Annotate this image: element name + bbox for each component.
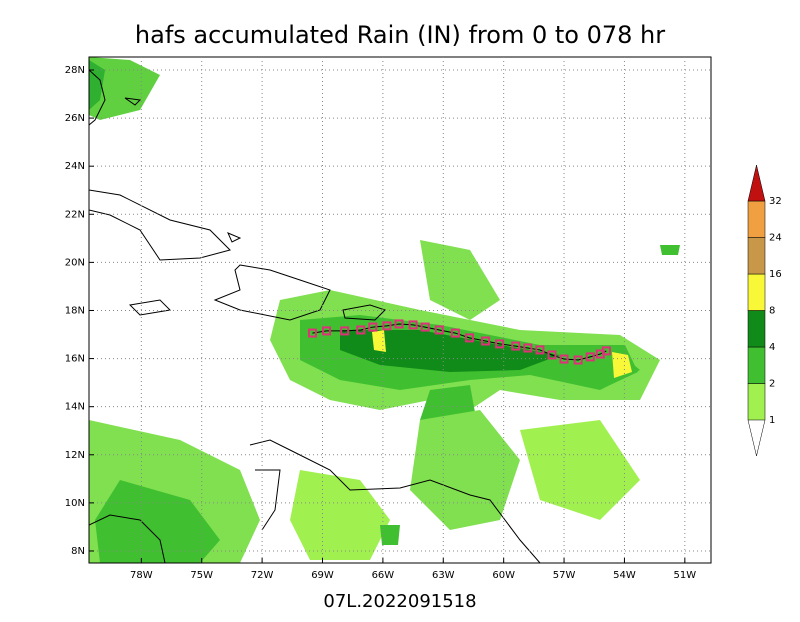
x-tick-label: 69W	[311, 570, 334, 581]
colorbar-label: 24	[769, 233, 782, 244]
y-tick-label: 22N	[65, 209, 85, 220]
track-point	[340, 326, 350, 336]
track-point	[434, 325, 444, 335]
colorbar-label: 1	[769, 415, 775, 426]
colorbar-label: 16	[769, 269, 782, 280]
x-tick-label: 51W	[674, 570, 697, 581]
coastlines	[89, 69, 541, 563]
x-tick-label: 78W	[130, 570, 153, 581]
y-tick-label: 28N	[65, 65, 85, 76]
x-tick-label: 75W	[190, 570, 213, 581]
track-point	[511, 341, 521, 351]
track-point	[382, 321, 392, 331]
track-point	[573, 355, 583, 365]
colorbar-box	[747, 383, 766, 421]
y-tick-label: 12N	[65, 450, 85, 461]
track-point	[394, 319, 404, 329]
y-tick-label: 18N	[65, 305, 85, 316]
track-point	[356, 325, 366, 335]
y-tick-label: 8N	[71, 546, 85, 557]
x-tick-label: 63W	[432, 570, 455, 581]
y-tick-label: 20N	[65, 257, 85, 268]
colorbar-label: 4	[769, 342, 775, 353]
colorbar-label: 32	[769, 196, 782, 207]
x-tick-label: 54W	[613, 570, 636, 581]
y-tick-label: 24N	[65, 161, 85, 172]
track-point	[322, 326, 332, 336]
y-tick-label: 10N	[65, 498, 85, 509]
x-label: 07L.2022091518	[323, 591, 476, 612]
track-point	[559, 354, 569, 364]
colorbar-extend	[747, 164, 766, 202]
colorbar-under	[747, 419, 766, 457]
track-point	[547, 350, 557, 360]
colorbar-label: 8	[769, 306, 775, 317]
colorbar-box	[747, 310, 766, 348]
colorbar-box	[747, 237, 766, 275]
track-point	[535, 345, 545, 355]
track-point	[523, 343, 533, 353]
track-point	[585, 352, 595, 362]
y-tick-label: 16N	[65, 354, 85, 365]
colorbar-box	[747, 200, 766, 238]
track-point	[450, 328, 460, 338]
track-point	[464, 333, 474, 343]
track-point	[368, 322, 378, 332]
x-tick-label: 66W	[372, 570, 395, 581]
colorbar-box	[747, 346, 766, 384]
track-point	[481, 336, 491, 346]
track-point	[601, 346, 611, 356]
track-point	[420, 322, 430, 332]
track-point	[408, 320, 418, 330]
y-tick-label: 26N	[65, 113, 85, 124]
x-tick-label: 72W	[251, 570, 274, 581]
x-tick-label: 60W	[492, 570, 515, 581]
track-point	[307, 328, 317, 338]
chart-title: hafs accumulated Rain (IN) from 0 to 078…	[135, 21, 665, 49]
colorbar-box	[747, 273, 766, 311]
y-tick-label: 14N	[65, 402, 85, 413]
track-point	[495, 339, 505, 349]
colorbar-label: 2	[769, 379, 775, 390]
x-tick-label: 57W	[553, 570, 576, 581]
